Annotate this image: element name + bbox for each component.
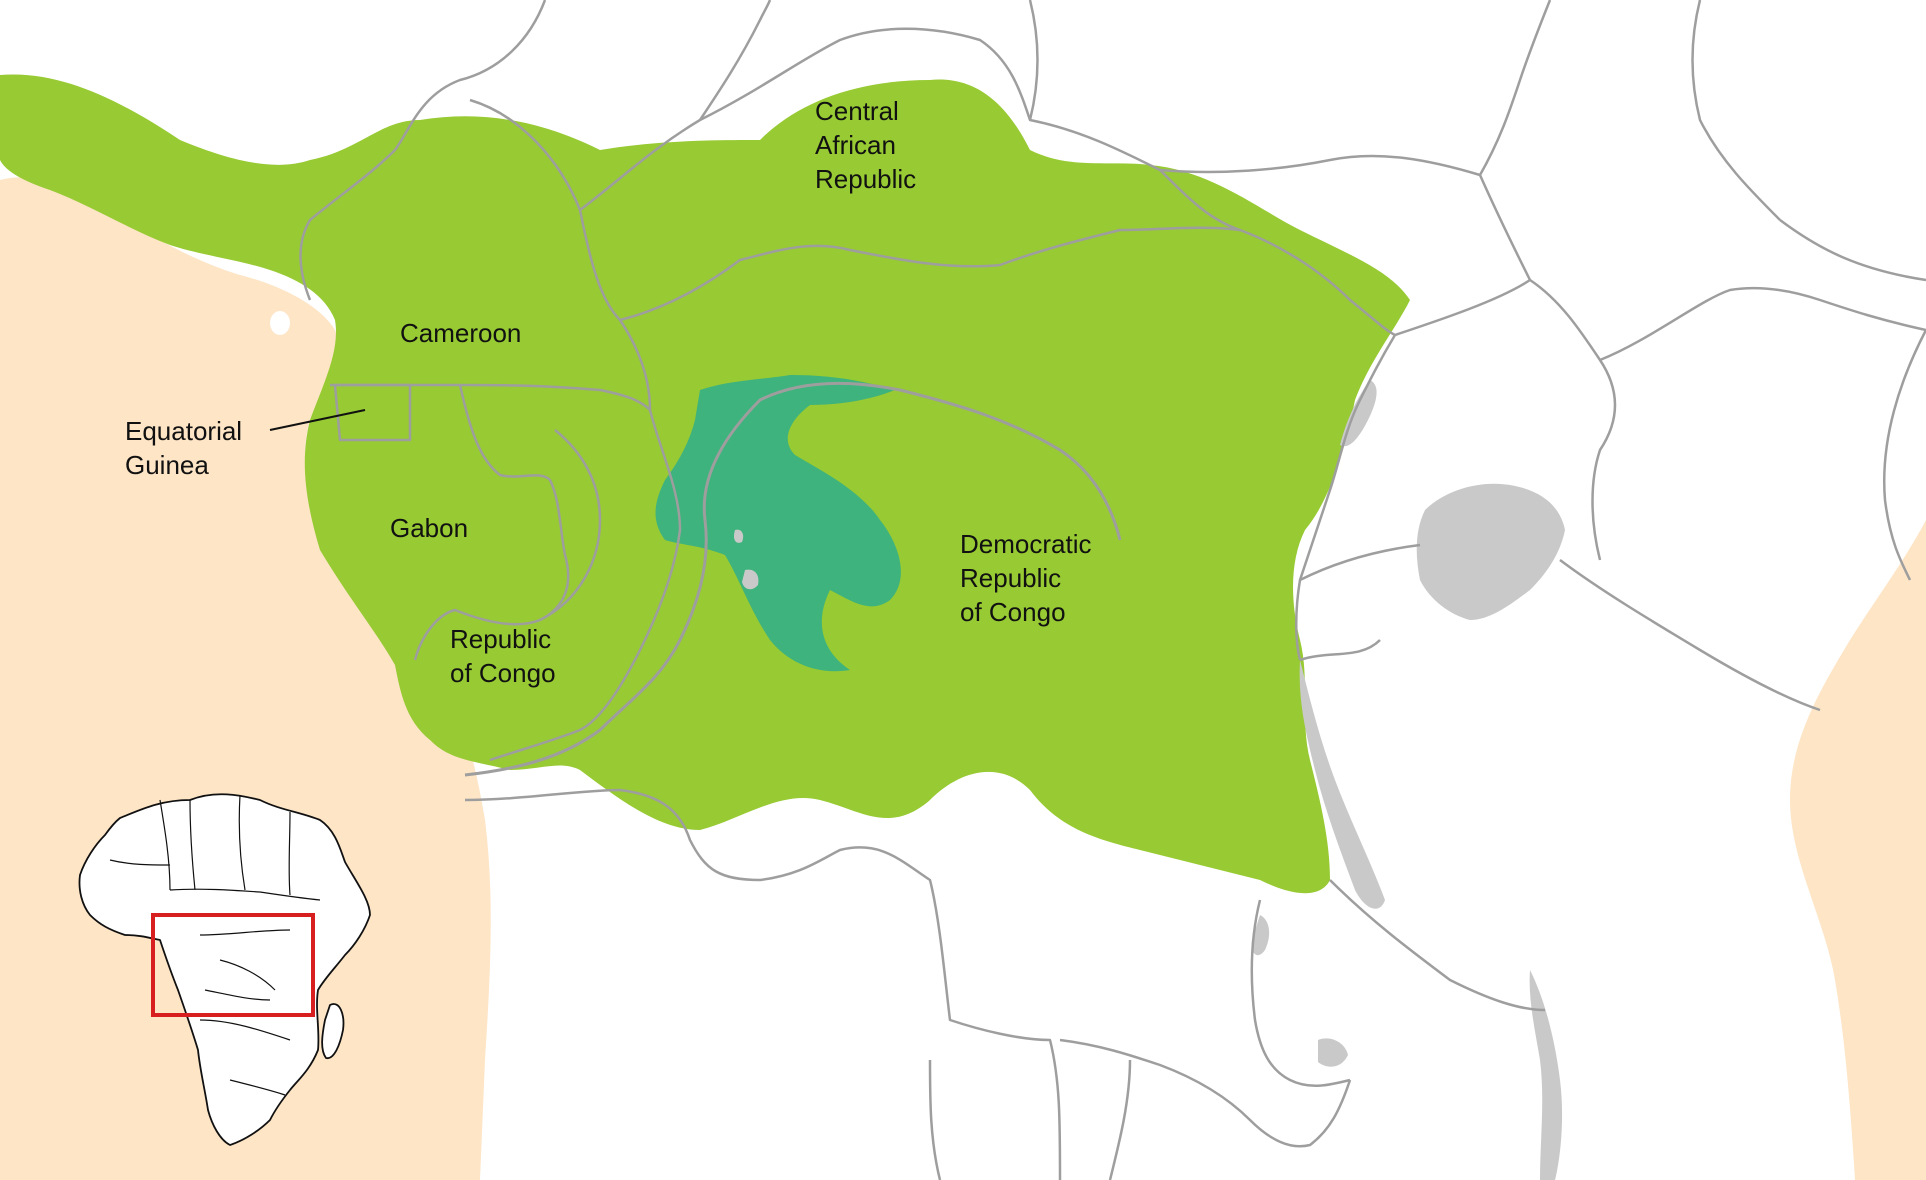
- label-equatorial-guinea: Equatorial Guinea: [125, 416, 249, 480]
- lake-mweru: [1251, 915, 1270, 956]
- lake-malawi: [1529, 970, 1563, 1180]
- lake-victoria: [1416, 483, 1565, 620]
- lake-bangweulu: [1318, 1038, 1348, 1067]
- label-central-african-republic: Central African Republic: [815, 96, 916, 194]
- label-cameroon: Cameroon: [400, 318, 521, 348]
- swamp-forest-area: [780, 470, 848, 575]
- congo-river: [464, 381, 1122, 777]
- lake-mai-ndombe: [742, 569, 759, 590]
- label-gabon: Gabon: [390, 513, 468, 543]
- label-republic-of-congo: Republic of Congo: [450, 624, 558, 688]
- africa-locator-inset: [78, 793, 371, 1146]
- eq-guinea-leader-line: [269, 409, 366, 431]
- lake-tumba: [733, 529, 744, 543]
- country-borders: [299, 0, 1926, 1180]
- inset-internal-borders: [109, 794, 321, 1096]
- indian-ocean: [1790, 520, 1926, 1180]
- swamp-forest-area: [655, 375, 901, 672]
- inset-highlight-rectangle: [151, 913, 315, 1017]
- label-democratic-republic-of-congo: Democratic Republic of Congo: [960, 529, 1099, 627]
- madagascar-outline: [321, 1003, 345, 1059]
- africa-outline: [78, 793, 371, 1146]
- bioko-island: [270, 311, 290, 335]
- lake-tanganyika: [1299, 660, 1385, 909]
